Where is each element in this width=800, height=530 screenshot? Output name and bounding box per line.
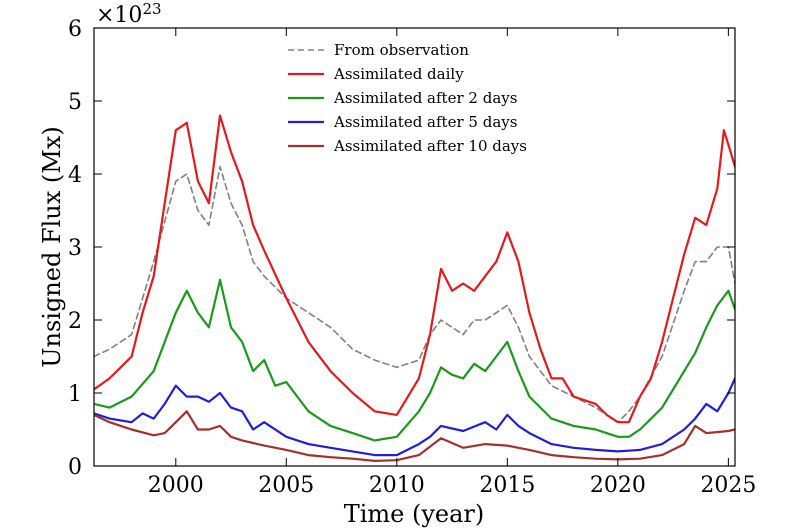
y-multiplier: ×1023 xyxy=(96,0,162,28)
y-tick-label: 2 xyxy=(68,309,82,334)
legend-label: Assimilated after 5 days xyxy=(333,113,517,131)
legend-label: From observation xyxy=(334,41,469,59)
legend-label: Assimilated after 10 days xyxy=(333,137,527,155)
series-line-4 xyxy=(94,410,735,462)
x-axis-label: Time (year) xyxy=(344,500,485,528)
x-tick-label: 2005 xyxy=(258,473,314,498)
y-tick-label: 3 xyxy=(68,236,82,261)
series-line-3 xyxy=(94,377,735,457)
x-tick-label: 2010 xyxy=(369,473,425,498)
y-multiplier-exponent: 23 xyxy=(142,0,161,18)
y-tick-label: 6 xyxy=(68,17,82,42)
x-tick-label: 2000 xyxy=(148,473,204,498)
ticks-layer: 2000 2005 2010 2015 2020 2025 0 1 2 3 4 5 6 xyxy=(68,17,756,498)
y-axis-label: Unsigned Flux (Mx) xyxy=(38,126,66,367)
x-tick-label: 2015 xyxy=(479,473,535,498)
legend-label: Assimilated after 2 days xyxy=(333,89,517,107)
y-tick-label: 4 xyxy=(68,163,82,188)
y-tick-label: 0 xyxy=(68,455,82,480)
legend: From observation Assimilated daily Assimil… xyxy=(288,41,527,155)
x-tick-label: 2020 xyxy=(590,473,646,498)
y-multiplier-base: ×10 xyxy=(96,3,142,28)
legend-label: Assimilated daily xyxy=(333,65,464,83)
series-line-1 xyxy=(94,114,735,424)
x-tick-label: 2025 xyxy=(700,473,756,498)
series-line-2 xyxy=(94,278,735,442)
series-layer xyxy=(94,114,735,462)
y-tick-label: 5 xyxy=(68,90,82,115)
y-tick-label: 1 xyxy=(68,382,82,407)
